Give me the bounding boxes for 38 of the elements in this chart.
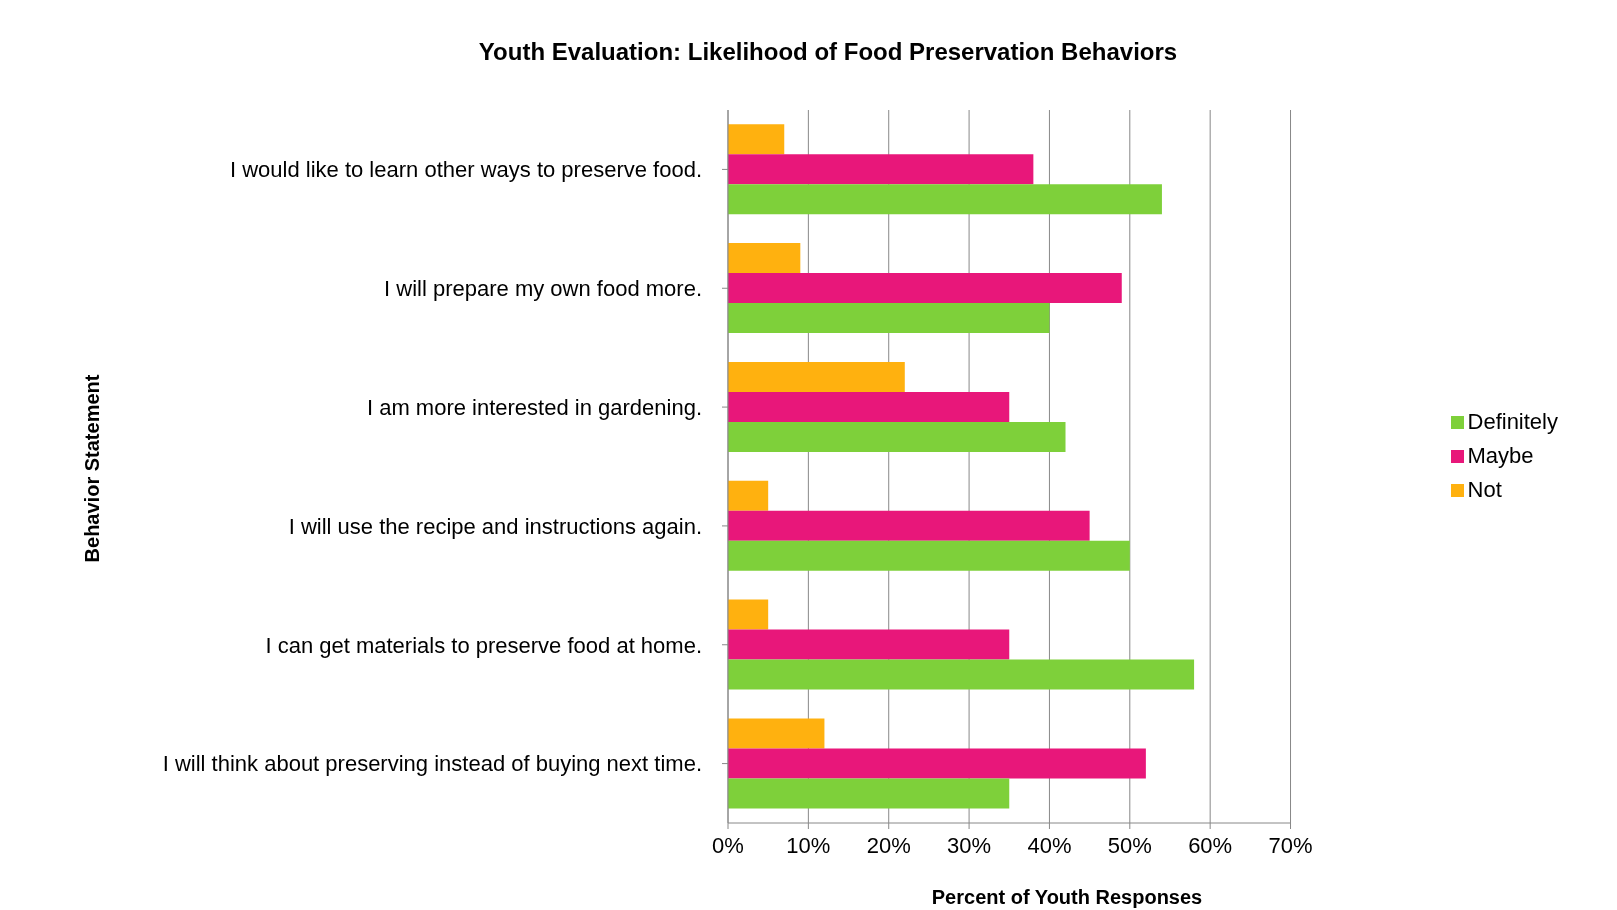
y-tick-label: I would like to learn other ways to preserve food. [229, 157, 702, 183]
legend-label: Maybe [1467, 442, 1534, 468]
bar [728, 243, 801, 274]
bar [728, 303, 1050, 334]
x-tick-label: 40% [1027, 832, 1072, 858]
bar [728, 659, 1195, 690]
bar [728, 540, 1130, 571]
y-tick-label: I am more interested in gardening. [366, 394, 702, 420]
y-axis-title: Behavior Statement [81, 374, 105, 562]
bar [728, 273, 1122, 304]
bar [728, 599, 769, 630]
x-tick-label: 30% [947, 832, 992, 858]
y-tick-label: I can get materials to preserve food at home. [265, 632, 702, 658]
bar [728, 361, 905, 392]
x-tick-label: 50% [1107, 832, 1152, 858]
bar [728, 391, 1010, 422]
bar [728, 778, 1010, 809]
bar [728, 629, 1010, 660]
x-tick-label: 60% [1188, 832, 1233, 858]
y-tick-label: I will think about preserving instead of buying next time. [162, 751, 702, 777]
x-axis-title: Percent of Youth Responses [930, 886, 1204, 909]
bar [728, 421, 1066, 452]
bar [728, 718, 825, 749]
x-tick-label: 0% [712, 832, 744, 858]
bar [728, 124, 785, 155]
legend-label: Definitely [1467, 408, 1558, 434]
y-tick-label: I will prepare my own food more. [384, 276, 702, 302]
x-tick-label: 70% [1268, 832, 1313, 858]
bar [728, 154, 1034, 185]
bar [728, 184, 1162, 215]
bar [728, 748, 1146, 779]
bar [728, 510, 1090, 541]
y-tick-label: I will use the recipe and instructions again. [288, 513, 702, 539]
legend-label: Not [1467, 476, 1502, 502]
chart-title: Youth Evaluation: Likelihood of Food Preservation Behaviors [477, 38, 1179, 66]
x-tick-label: 10% [786, 832, 831, 858]
bar [728, 480, 769, 511]
x-tick-label: 20% [866, 832, 911, 858]
